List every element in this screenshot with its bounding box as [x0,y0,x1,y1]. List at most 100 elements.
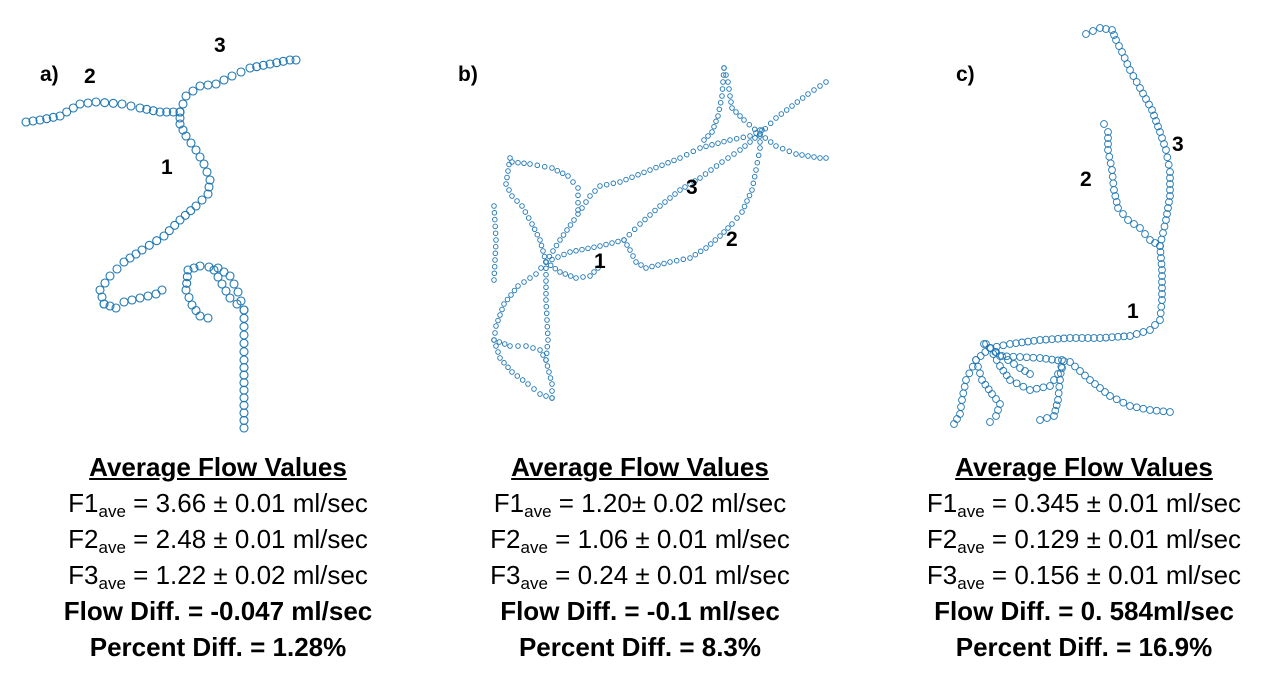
vessel-point [549,165,555,171]
panel-b-heading: Average Flow Values [511,452,769,482]
vessel-point [75,99,85,109]
vessel-point [543,265,549,272]
vessel-point [239,322,249,332]
vessel-point [711,123,717,130]
vessel-point [1078,334,1086,342]
vessel-point [721,138,727,145]
vessel-point [492,223,498,230]
vessel-point [1050,376,1058,384]
vessel-point [1156,248,1165,256]
vessel-point [1058,356,1066,364]
vessel-point [1082,30,1090,38]
vessel-point [540,248,546,254]
vessel-point [643,265,649,271]
vessel-point [1042,335,1050,344]
vessel-point [697,248,704,255]
vessel-point [617,179,623,185]
vessel-point [1048,335,1056,344]
vessel-point [1164,160,1173,169]
vessel-point [525,215,532,221]
vessel-point [496,339,503,345]
vessel-point [501,341,508,347]
vessel-point [687,255,693,261]
vessel-point [1130,220,1138,228]
panel-b-branch-2-label: 2 [726,228,738,251]
vessel-point [511,287,518,294]
vessel-point [561,251,567,258]
vessel-point [733,109,739,115]
vessel-point [708,167,714,173]
vessel-point [728,99,734,105]
vessel-point [127,295,137,305]
vessel-point [181,285,191,295]
vessel-point [492,250,499,257]
vessel-point [1158,266,1166,274]
vessel-point [491,210,498,216]
vessel-point [1060,334,1068,343]
vessel-point [609,240,615,246]
vessel-point [544,323,551,330]
vessel-point [717,233,723,239]
vessel-point [986,344,994,352]
vessel-point [1112,198,1121,206]
vessel-point [629,174,635,180]
vessel-point [717,99,724,106]
vessel-point [1106,392,1114,400]
vessel-point [493,323,499,329]
vessel-point [175,113,185,123]
vessel-point [493,237,499,243]
vessel-point [99,299,109,309]
vessel-point [544,363,551,369]
vessel-point [522,209,529,215]
vessel-point [733,135,740,142]
vessel-point [202,167,212,177]
vessel-point [968,362,977,371]
vessel-point [631,226,638,233]
vessel-point [1162,216,1170,224]
vessel-point [239,370,249,380]
vessel-point [492,257,498,263]
vessel-point [521,279,527,285]
vessel-point [55,111,65,121]
vessel-point [655,262,661,268]
vessel-point [492,230,499,236]
vessel-point [1086,376,1094,384]
vessel-point [1042,354,1050,363]
vessel-point [544,330,551,337]
vessel-point [170,220,180,230]
vessel-point [1054,356,1062,365]
panel-a-branch-3-label: 3 [214,34,226,57]
vessel-point [573,248,579,254]
panel-b-branch-3-label: 3 [686,176,698,199]
vessel-point [239,330,249,340]
vessel-point [1043,414,1051,422]
vessel-point [779,145,786,152]
vessel-point [564,227,570,233]
vessel-point [506,161,512,168]
vessel-point [546,253,553,260]
vessel-point [100,278,110,288]
vessel-point [757,145,763,151]
vessel-tree-c [950,24,1174,428]
vessel-point [725,79,731,85]
panel-b-flow-diff: Flow Diff. = -0.1 ml/sec [500,596,780,626]
vessel-point [575,207,581,213]
vessel-point [1126,402,1134,410]
vessel-point [1156,316,1164,324]
vessel-point [603,241,609,248]
vessel-point [630,253,636,259]
vessel-point [805,91,811,97]
vessel-point [515,343,521,349]
vessel-point [509,369,515,375]
vessel-point [245,63,255,73]
vessel-point [493,343,499,349]
vessel-point [503,181,509,187]
vessel-point [521,160,527,167]
vessel-point [219,75,229,85]
vessel-point [205,175,215,185]
vessel-point [531,386,537,392]
vessel-point [239,363,249,373]
vessel-point [621,237,627,243]
vessel-point [752,135,758,141]
vessel-point [998,352,1006,360]
